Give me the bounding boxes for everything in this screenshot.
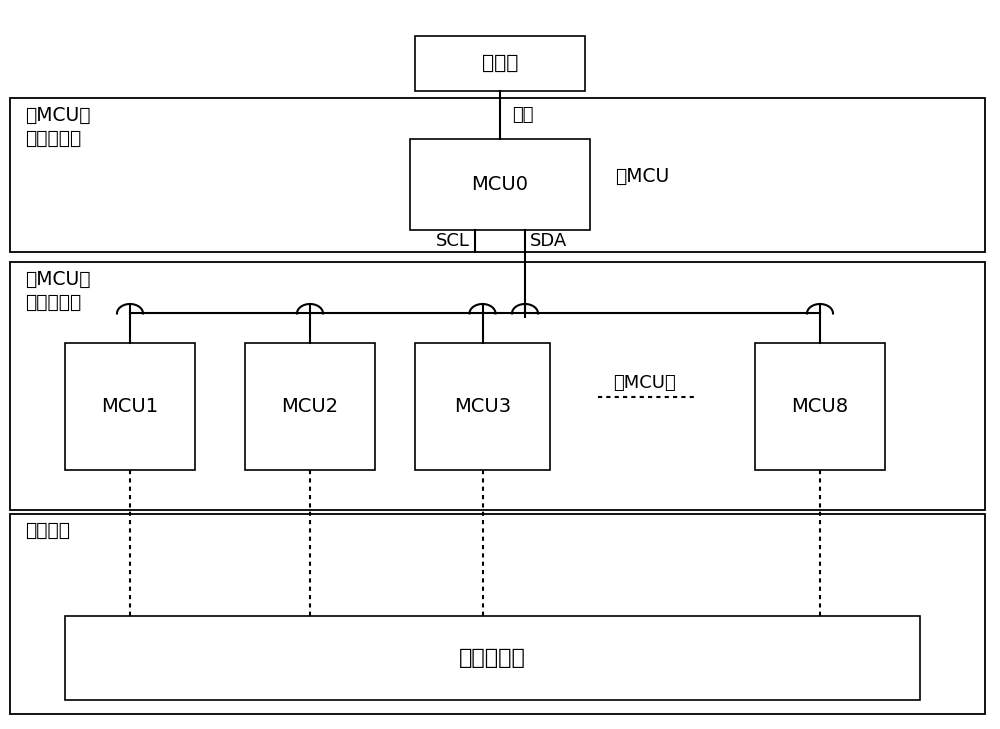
Text: SDA: SDA (530, 232, 567, 249)
Text: 网络: 网络 (512, 106, 534, 124)
Bar (10, 98, 985, 252)
Text: SCL: SCL (436, 232, 470, 249)
Text: MCU3: MCU3 (454, 397, 511, 416)
Text: 底层模块: 底层模块 (25, 521, 70, 540)
Text: MCU0: MCU0 (472, 174, 528, 194)
Bar (415, 36, 585, 91)
Bar (10, 514, 985, 714)
Bar (755, 343, 885, 470)
Text: 为MCU数
据采集模块: 为MCU数 据采集模块 (25, 270, 90, 312)
Text: 上位机: 上位机 (482, 54, 518, 74)
Text: MCU8: MCU8 (791, 397, 849, 416)
Bar (245, 343, 375, 470)
Bar (10, 262, 985, 510)
Bar (65, 343, 195, 470)
Text: MCU1: MCU1 (101, 397, 159, 416)
Text: 为MCU组: 为MCU组 (614, 374, 676, 391)
Bar (410, 139, 590, 230)
Bar (415, 343, 550, 470)
Bar (65, 616, 920, 700)
Text: MCU2: MCU2 (281, 397, 339, 416)
Text: 主MCU: 主MCU (615, 167, 669, 187)
Text: 智能设备组: 智能设备组 (459, 648, 526, 668)
Text: 主MCU数
据处理模块: 主MCU数 据处理模块 (25, 106, 90, 148)
